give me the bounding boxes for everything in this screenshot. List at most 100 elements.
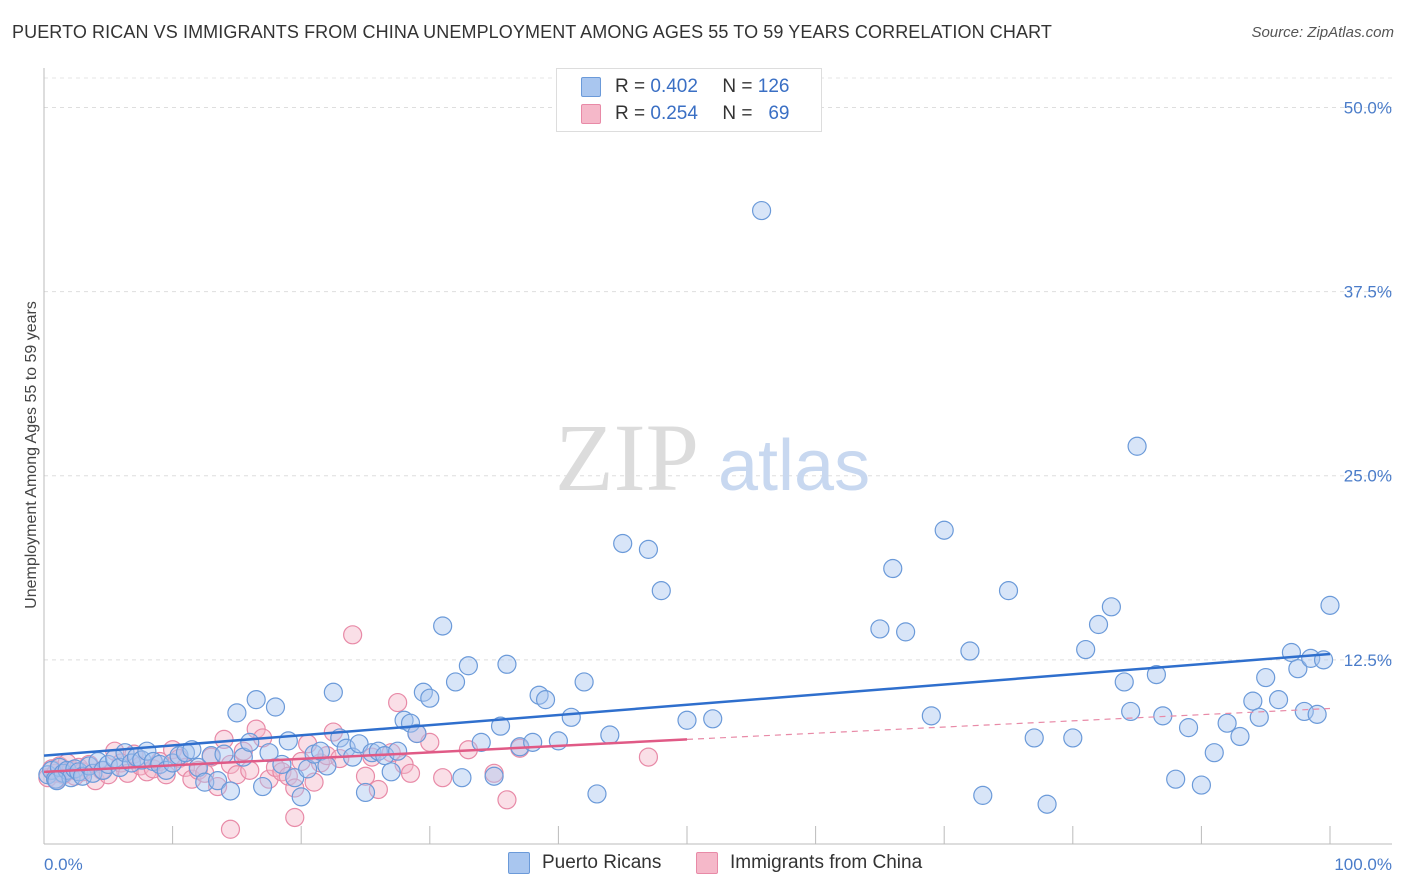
- watermark-atlas: atlas: [718, 426, 870, 506]
- data-point-puerto-ricans: [587, 784, 607, 804]
- data-point-immigrants-from-china: [388, 692, 408, 713]
- data-point-puerto-ricans: [561, 707, 581, 727]
- legend-row-immigrants-from-china: R = 0.254 N = 69: [581, 102, 789, 126]
- correlation-legend: R = 0.402 N = 126 R = 0.254 N = 69: [556, 68, 822, 132]
- data-point-puerto-ricans: [227, 703, 247, 723]
- legend-n-value: 69: [768, 103, 790, 124]
- legend-swatch-blue: [508, 852, 530, 874]
- data-point-puerto-ricans: [870, 619, 890, 639]
- data-point-puerto-ricans: [703, 709, 723, 729]
- series-legend: Puerto Ricans Immigrants from China: [0, 852, 1406, 878]
- data-point-puerto-ricans: [600, 725, 620, 745]
- data-point-puerto-ricans: [1217, 713, 1237, 733]
- data-point-puerto-ricans: [214, 744, 234, 764]
- data-point-puerto-ricans: [490, 716, 511, 736]
- y-tick-label: 25.0%: [1344, 467, 1392, 486]
- data-point-puerto-ricans: [960, 641, 980, 661]
- legend-row-puerto-ricans: R = 0.402 N = 126: [581, 75, 789, 99]
- data-point-puerto-ricans: [1249, 707, 1269, 727]
- data-point-immigrants-from-china: [497, 790, 517, 810]
- data-point-puerto-ricans: [934, 520, 954, 540]
- data-point-puerto-ricans: [1127, 436, 1147, 456]
- data-point-puerto-ricans: [1166, 769, 1186, 789]
- data-point-puerto-ricans: [484, 766, 504, 786]
- y-tick-label: 50.0%: [1344, 98, 1392, 117]
- data-point-puerto-ricans: [751, 200, 772, 221]
- data-point-puerto-ricans: [1320, 595, 1340, 615]
- data-point-puerto-ricans: [1204, 743, 1224, 763]
- legend-n-label: N =: [722, 76, 753, 97]
- data-point-puerto-ricans: [1063, 728, 1083, 748]
- data-point-puerto-ricans: [240, 732, 260, 752]
- tick-labels: 12.5% 25.0% 37.5% 50.0% 0.0% 100.0%: [44, 98, 1392, 874]
- y-tick-label: 12.5%: [1344, 651, 1392, 670]
- legend-swatch-blue: [581, 77, 601, 97]
- x-tick-label: 0.0%: [44, 855, 83, 874]
- legend-r-value: 0.254: [650, 103, 698, 124]
- data-point-puerto-ricans: [452, 768, 472, 788]
- data-point-puerto-ricans: [1146, 664, 1166, 685]
- data-point-puerto-ricans: [407, 723, 427, 744]
- data-point-puerto-ricans: [535, 690, 556, 710]
- data-point-puerto-ricans: [445, 672, 466, 692]
- data-point-puerto-ricans: [317, 756, 337, 776]
- axes: [43, 68, 1392, 845]
- data-point-immigrants-from-china: [343, 625, 363, 645]
- legend-swatch-pink: [581, 104, 601, 124]
- data-point-puerto-ricans: [265, 697, 286, 717]
- data-point-puerto-ricans: [1230, 726, 1250, 747]
- data-point-puerto-ricans: [883, 558, 903, 579]
- data-point-immigrants-from-china: [220, 819, 241, 839]
- data-point-puerto-ricans: [291, 787, 311, 807]
- trend-line-immigrants-from-china: [43, 738, 688, 774]
- legend-n-value: 126: [757, 76, 790, 97]
- data-point-immigrants-from-china: [214, 729, 234, 750]
- data-point-puerto-ricans: [1153, 706, 1173, 726]
- data-point-puerto-ricans: [973, 785, 993, 805]
- data-point-puerto-ricans: [1256, 667, 1276, 688]
- data-point-immigrants-from-china: [400, 763, 421, 783]
- grid-lines: [44, 77, 1392, 661]
- data-point-puerto-ricans: [1307, 704, 1327, 724]
- legend-label: Immigrants from China: [730, 852, 923, 873]
- legend-r-label: R =: [615, 103, 646, 124]
- data-point-puerto-ricans: [896, 622, 916, 642]
- legend-item-puerto-ricans[interactable]: Puerto Ricans: [508, 852, 661, 874]
- data-point-puerto-ricans: [355, 782, 376, 803]
- data-point-puerto-ricans: [246, 690, 266, 710]
- data-point-immigrants-from-china: [278, 766, 298, 786]
- legend-swatch-pink: [696, 852, 718, 874]
- data-point-puerto-ricans: [1191, 775, 1212, 795]
- legend-label: Puerto Ricans: [542, 852, 662, 873]
- data-point-puerto-ricans: [638, 539, 659, 559]
- data-point-puerto-ricans: [1288, 659, 1308, 679]
- data-point-puerto-ricans: [497, 654, 517, 674]
- data-point-puerto-ricans: [677, 710, 697, 730]
- data-point-immigrants-from-china: [355, 766, 376, 786]
- y-tick-label: 37.5%: [1344, 283, 1392, 302]
- data-point-puerto-ricans: [1024, 728, 1044, 748]
- data-point-puerto-ricans: [1121, 701, 1141, 722]
- data-point-puerto-ricans: [651, 581, 671, 601]
- data-point-puerto-ricans: [381, 762, 401, 782]
- data-point-puerto-ricans: [420, 688, 440, 708]
- legend-r-value: 0.402: [650, 76, 698, 97]
- data-point-puerto-ricans: [388, 741, 408, 761]
- watermark-zip: ZIP: [555, 404, 699, 511]
- data-point-immigrants-from-china: [285, 807, 305, 828]
- data-point-puerto-ricans: [921, 706, 941, 726]
- data-point-puerto-ricans: [220, 781, 241, 801]
- data-point-puerto-ricans: [998, 581, 1019, 601]
- trend-lines: [43, 652, 1331, 774]
- data-point-puerto-ricans: [433, 616, 453, 636]
- data-point-puerto-ricans: [471, 732, 491, 752]
- data-point-puerto-ricans: [323, 682, 343, 702]
- data-point-puerto-ricans: [1088, 614, 1109, 635]
- y-axis-label: Unemployment Among Ages 55 to 59 years: [23, 301, 40, 609]
- x-tick-label: 100.0%: [1334, 855, 1392, 874]
- legend-item-immigrants-from-china[interactable]: Immigrants from China: [696, 852, 922, 874]
- source-label: Source: ZipAtlas.com: [1251, 24, 1394, 41]
- trend-line-extension-immigrants-from-china: [686, 707, 1331, 741]
- data-point-puerto-ricans: [1037, 794, 1057, 814]
